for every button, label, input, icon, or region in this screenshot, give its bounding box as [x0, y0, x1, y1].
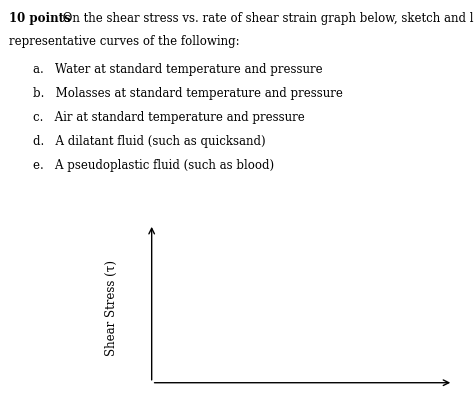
Text: Shear Stress (τ): Shear Stress (τ)	[105, 260, 118, 356]
Text: e.   A pseudoplastic fluid (such as blood): e. A pseudoplastic fluid (such as blood)	[33, 159, 274, 172]
Text: On the shear stress vs. rate of shear strain graph below, sketch and label the: On the shear stress vs. rate of shear st…	[59, 12, 474, 25]
Text: c.   Air at standard temperature and pressure: c. Air at standard temperature and press…	[33, 111, 305, 124]
Text: d.   A dilatant fluid (such as quicksand): d. A dilatant fluid (such as quicksand)	[33, 135, 266, 148]
Text: b.   Molasses at standard temperature and pressure: b. Molasses at standard temperature and …	[33, 87, 343, 100]
Text: representative curves of the following:: representative curves of the following:	[9, 35, 240, 48]
Text: 10 points: 10 points	[9, 12, 71, 25]
Text: a.   Water at standard temperature and pressure: a. Water at standard temperature and pre…	[33, 63, 323, 76]
